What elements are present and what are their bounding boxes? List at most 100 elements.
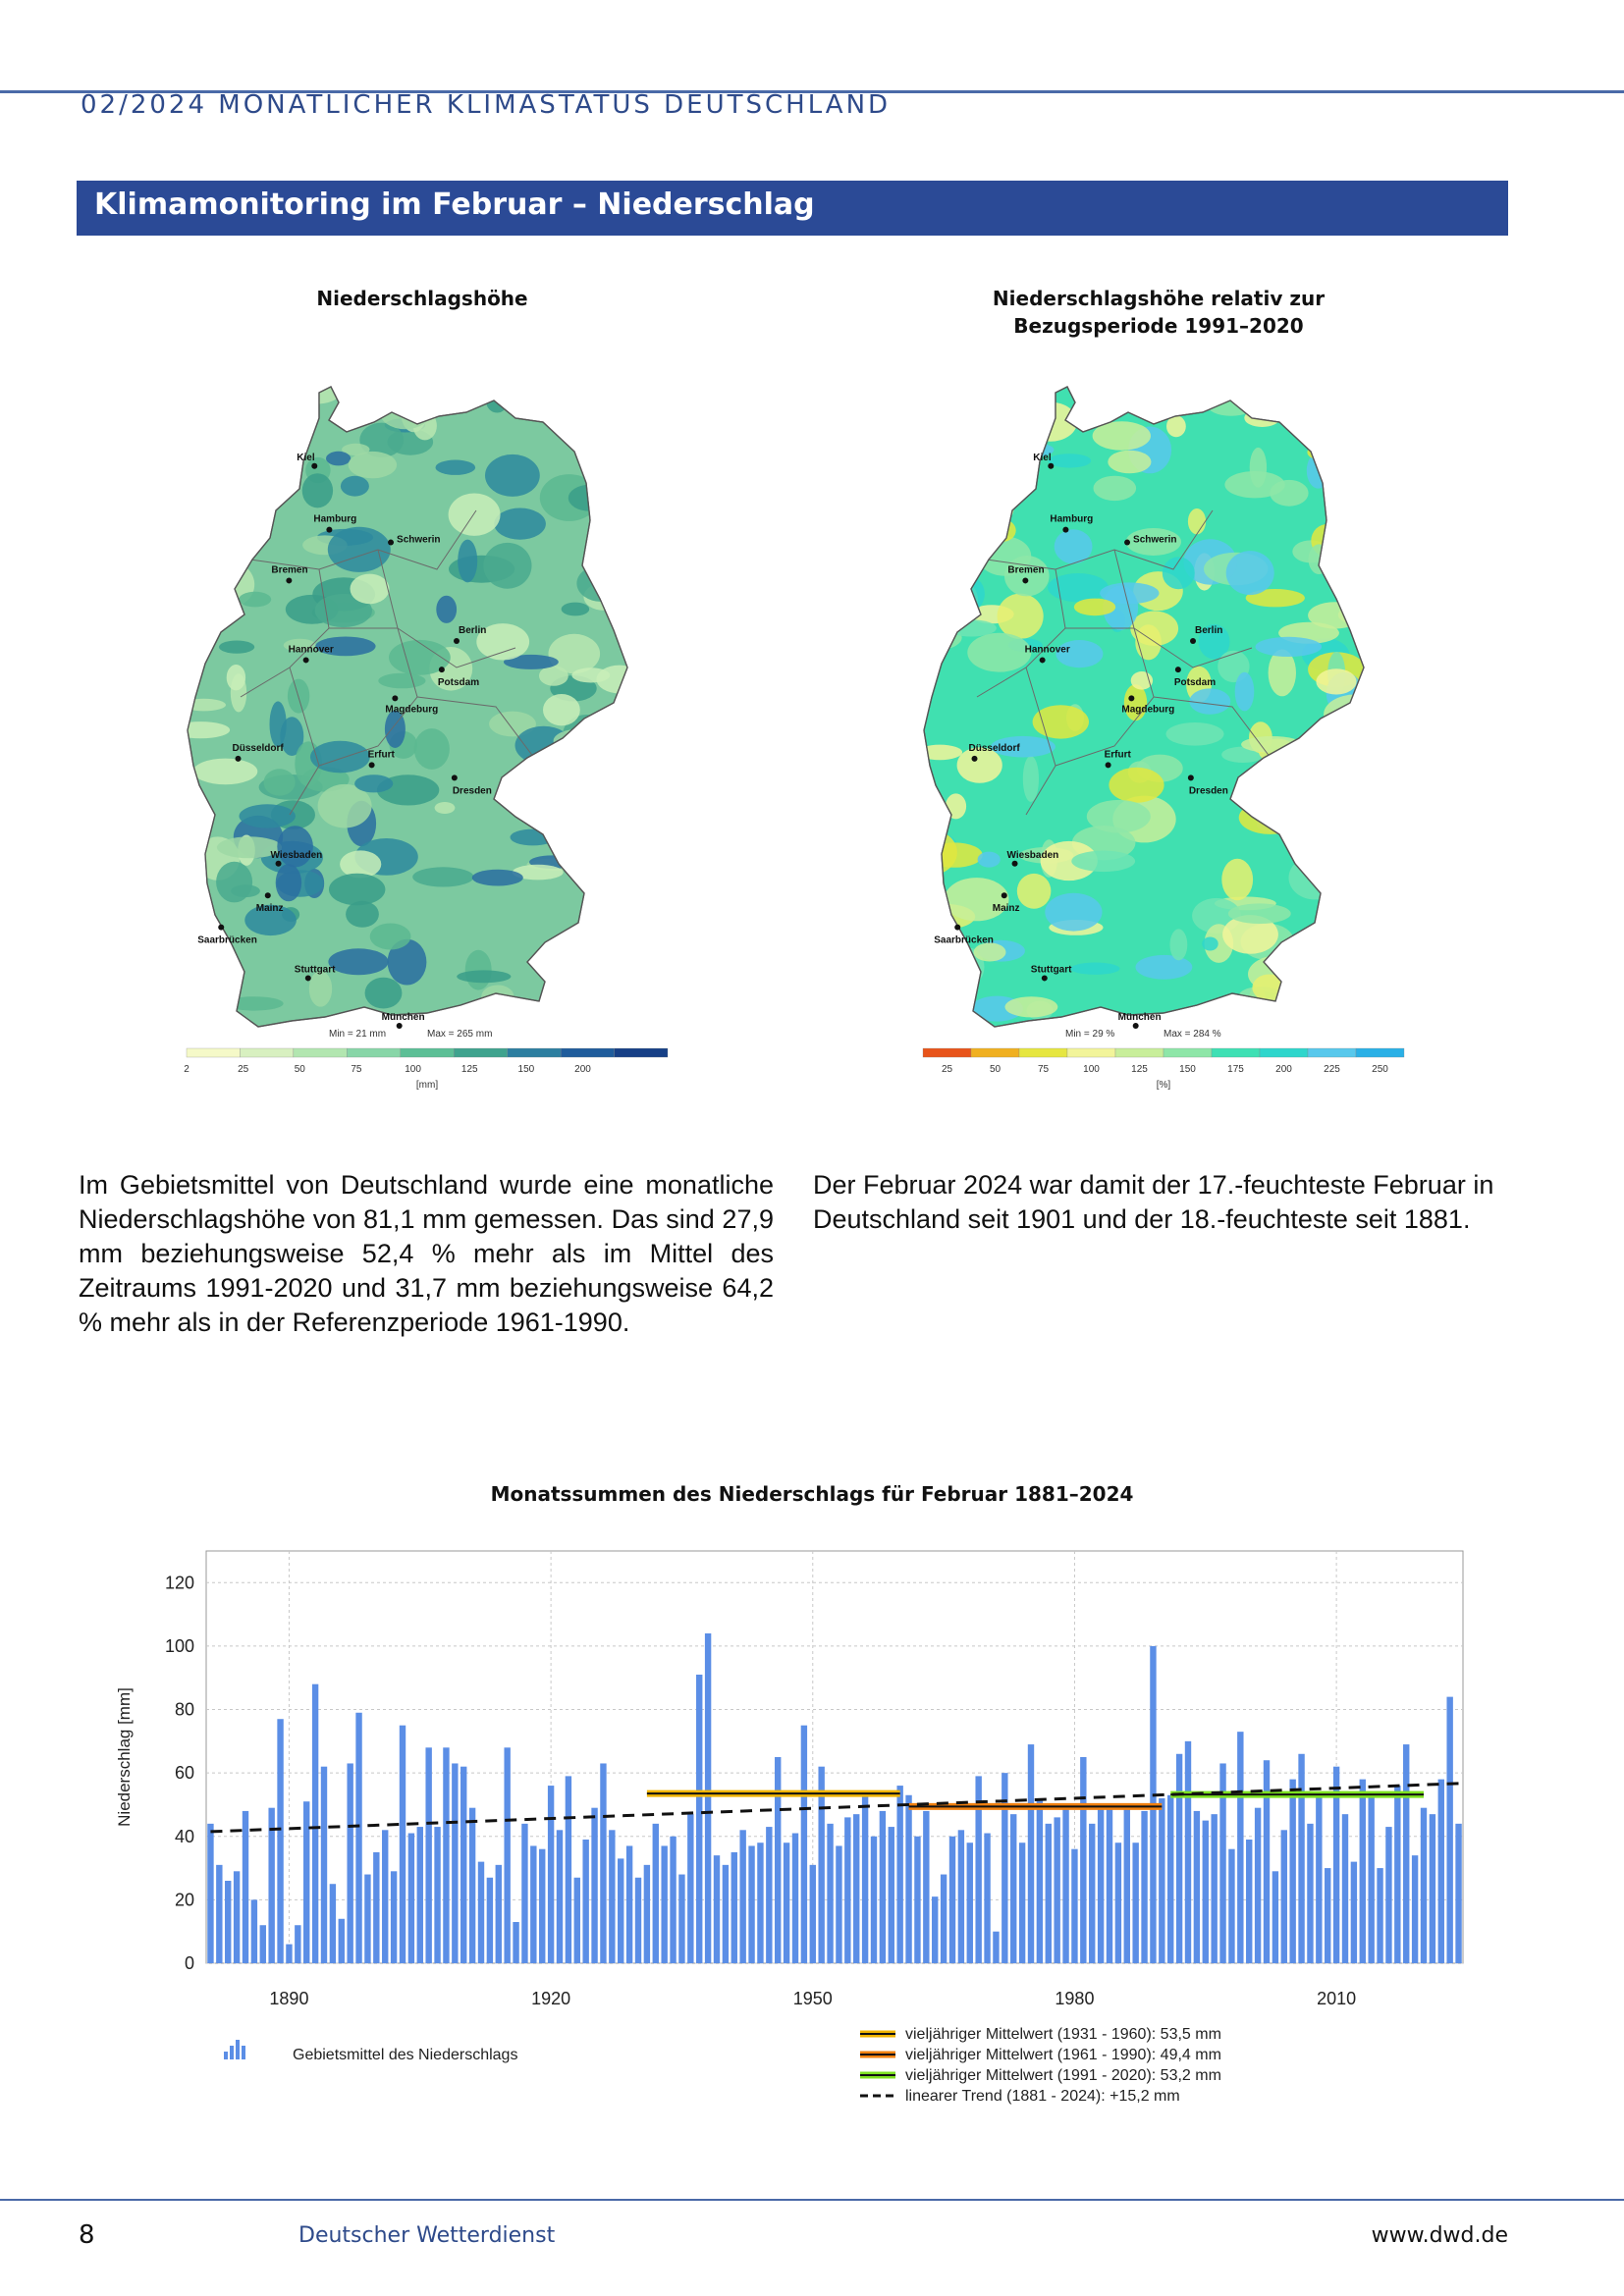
precip-bar — [434, 1827, 441, 1963]
legend-bar-icon — [236, 2040, 240, 2059]
precipitation-patch — [283, 638, 316, 652]
precip-bar — [634, 1877, 642, 1963]
legend-label: vieljähriger Mittelwert (1961 - 1990): 4… — [905, 2047, 1221, 2063]
precipitation-patch — [1023, 401, 1078, 442]
precip-bar — [1332, 1766, 1340, 1963]
precip-bar — [757, 1842, 764, 1963]
precipitation-patch — [197, 462, 261, 502]
precipitation-patch — [188, 611, 214, 626]
precipitation-patch — [1252, 974, 1286, 1001]
precip-bar — [975, 1776, 982, 1963]
precip-bar — [1202, 1820, 1209, 1963]
precip-bar — [1377, 1868, 1383, 1963]
precip-bar — [277, 1719, 284, 1963]
precipitation-patch — [384, 710, 406, 748]
precipitation-patch — [1285, 939, 1347, 965]
city-label: München — [382, 1012, 425, 1023]
precipitation-patch — [275, 864, 302, 902]
city-label: Kiel — [297, 453, 315, 463]
scale-tick-label: 50 — [295, 1064, 306, 1075]
precip-bar — [722, 1864, 730, 1963]
precip-bar — [530, 1845, 537, 1963]
legend-label: linearer Trend (1881 - 2024): +15,2 mm — [905, 2088, 1180, 2105]
page-header: 02/2024 MONATLICHER KLIMASTATUS DEUTSCHL… — [81, 90, 892, 120]
precipitation-patch — [327, 526, 391, 572]
city-dot — [275, 860, 282, 867]
scale-tick-label: 100 — [1083, 1064, 1100, 1075]
precipitation-patch — [571, 667, 611, 683]
city-dot — [311, 462, 318, 469]
precip-bar — [1141, 1810, 1148, 1963]
precip-bar — [1080, 1757, 1087, 1963]
precipitation-patch — [350, 573, 390, 605]
precipitation-patch — [956, 747, 1002, 783]
city-dot — [392, 695, 399, 702]
precipitation-patch — [1162, 557, 1195, 590]
precipitation-patch — [582, 957, 627, 992]
precipitation-patch — [413, 398, 449, 418]
city-dot — [1011, 860, 1018, 867]
y-tick-label: 20 — [175, 1890, 194, 1909]
precipitation-patch — [340, 850, 382, 879]
precipitation-bar-chart: 0 20 40 60 80 100 120 1890 1920 1950 1980 2010 Niede… — [115, 1550, 1464, 2105]
precipitation-patch — [1016, 873, 1052, 909]
precipitation-patch — [326, 451, 352, 466]
map-max-label: Max = 284 % — [1164, 1029, 1221, 1040]
precipitation-patch — [317, 783, 372, 828]
precipitation-patch — [1073, 598, 1116, 616]
scale-swatch — [507, 1047, 562, 1058]
precipitation-patch — [1270, 479, 1309, 507]
precipitation-patch — [1054, 529, 1093, 564]
precipitation-patch — [1316, 668, 1357, 695]
precipitation-patch — [1244, 408, 1280, 427]
precip-bar — [225, 1881, 232, 1963]
plot-area — [205, 1550, 1464, 1964]
precip-bar — [1368, 1791, 1375, 1963]
precipitation-patch — [512, 864, 564, 881]
precip-bar — [591, 1807, 598, 1963]
precip-bar — [504, 1747, 511, 1963]
precipitation-patch — [342, 443, 370, 455]
scale-tick-label: 2 — [184, 1064, 189, 1075]
precip-bar — [1175, 1753, 1183, 1963]
precip-bar — [207, 1823, 214, 1963]
precip-bar — [416, 1827, 423, 1963]
city-label: Dresden — [1189, 785, 1228, 796]
precip-bar — [1184, 1740, 1192, 1963]
precip-bar — [460, 1766, 467, 1963]
precipitation-patch — [464, 949, 492, 990]
city-dot — [235, 755, 242, 762]
precipitation-patch — [221, 448, 278, 488]
precip-bar — [827, 1823, 834, 1963]
precipitation-patch — [1225, 551, 1274, 596]
precip-bar — [382, 1830, 389, 1963]
city-dot — [304, 975, 311, 982]
state-border — [318, 627, 418, 767]
precip-bar — [556, 1830, 564, 1963]
legend-label-bars: Gebietsmittel des Niederschlags — [293, 2047, 517, 2063]
precipitation-patch — [225, 996, 284, 1011]
section-bar — [77, 181, 1508, 236]
precipitation-patch — [211, 429, 244, 443]
city-dot — [1105, 762, 1111, 769]
city-label: Erfurt — [1105, 749, 1132, 760]
city-label: Hamburg — [313, 514, 356, 525]
city-label: Saarbrücken — [934, 935, 994, 946]
scale-swatch — [1211, 1047, 1261, 1058]
precipitation-patch — [1045, 892, 1103, 932]
legend-left: Gebietsmittel des Niederschlags — [224, 2040, 517, 2063]
precipitation-patch — [948, 510, 988, 526]
precipitation-patch — [340, 475, 369, 497]
precipitation-patch — [1169, 929, 1188, 961]
precipitation-patch — [504, 654, 559, 669]
precip-bar — [791, 1833, 799, 1963]
precip-bar — [1446, 1696, 1453, 1963]
footer-url[interactable]: www.dwd.de — [1371, 2223, 1508, 2248]
precipitation-patch — [329, 873, 386, 906]
precipitation-patch — [1103, 585, 1139, 630]
city-label: Potsdam — [1174, 677, 1216, 688]
precip-bar — [861, 1791, 869, 1963]
legend-bar-icon — [230, 2046, 234, 2059]
precipitation-patch — [328, 948, 389, 976]
city-label: Bremen — [1007, 564, 1044, 575]
